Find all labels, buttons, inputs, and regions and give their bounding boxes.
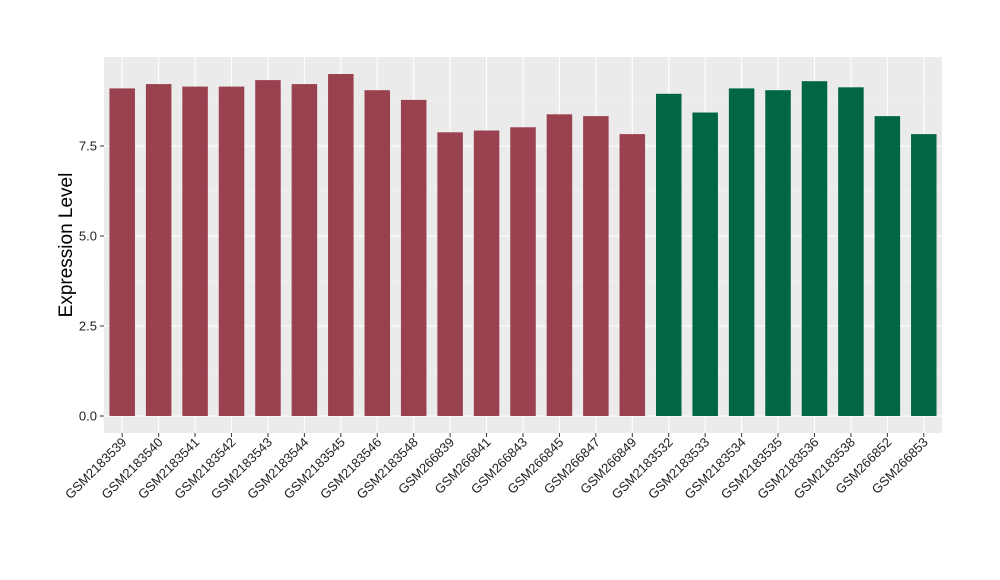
bar-GSM2183534: [728, 88, 755, 417]
x-axis: GSM2183539GSM2183540GSM2183541GSM2183542…: [62, 433, 931, 502]
x-tick-label: GSM2183539: [62, 435, 129, 502]
y-tick-label: 7.5: [79, 139, 97, 154]
y-axis-title: Expression Level: [56, 173, 77, 318]
bar-GSM266843: [510, 127, 536, 416]
bar-GSM266845: [546, 114, 573, 416]
bar-GSM2183533: [692, 112, 718, 417]
bar-GSM2183544: [291, 84, 318, 416]
bar-GSM266847: [583, 116, 609, 417]
bar-GSM2183541: [182, 86, 208, 416]
bar-GSM266841: [473, 130, 500, 416]
y-tick-label: 2.5: [79, 319, 97, 334]
bar-GSM2183539: [109, 88, 135, 417]
bar-GSM2183540: [145, 84, 172, 416]
bar-GSM2183542: [218, 86, 245, 416]
bar-GSM2183548: [400, 99, 427, 417]
bar-GSM2183536: [801, 81, 828, 416]
bar-GSM266853: [911, 134, 937, 416]
bar-GSM2183532: [655, 93, 682, 417]
bar-GSM266849: [619, 134, 646, 416]
bar-GSM2183546: [364, 90, 391, 416]
bar-GSM2183535: [765, 90, 791, 416]
bars: [109, 74, 937, 417]
bar-GSM266839: [437, 132, 463, 416]
y-tick-label: 5.0: [79, 229, 97, 244]
bar-GSM2183538: [838, 87, 864, 416]
y-tick-label: 0.0: [79, 409, 97, 424]
bar-GSM2183545: [328, 74, 354, 416]
bar-GSM2183543: [255, 80, 281, 417]
bar-GSM266852: [874, 116, 901, 417]
y-axis: 0.0 2.5 5.0 7.5: [79, 139, 104, 424]
